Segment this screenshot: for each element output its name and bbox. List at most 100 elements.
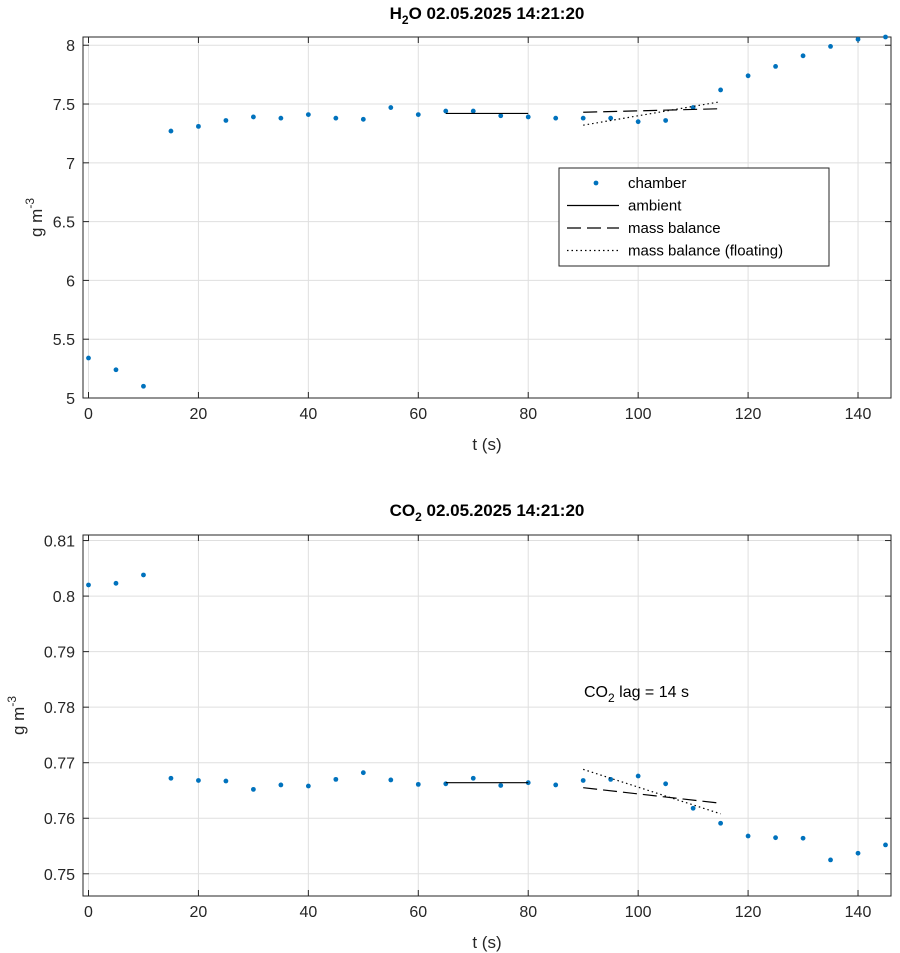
data-point xyxy=(333,115,339,121)
x-tick-label: 140 xyxy=(845,406,872,423)
series-mass-balance xyxy=(583,787,721,804)
data-point xyxy=(553,115,559,121)
data-point xyxy=(360,116,366,122)
chart-panel-h2o: 0 20 40 60 80 100 120 140 5 5.5 6 6.5 7 7.5 8 H2O 02.05… xyxy=(23,4,892,454)
data-point xyxy=(141,572,146,578)
data-point xyxy=(745,73,751,79)
series-chamber xyxy=(86,572,888,863)
x-tick-label: 100 xyxy=(625,904,652,921)
data-point xyxy=(553,782,559,788)
legend-entry: ambient xyxy=(628,198,682,215)
y-tick-label: 0.79 xyxy=(44,645,75,662)
x-tick-label: 40 xyxy=(299,904,317,921)
x-axis-label: t (s) xyxy=(472,933,501,952)
x-tick-label: 20 xyxy=(190,904,208,921)
data-point xyxy=(828,44,833,49)
chart-title: H2O 02.05.2025 14:21:20 xyxy=(390,4,585,27)
legend: chamber ambient mass balance mass balance (… xyxy=(558,167,830,267)
data-point xyxy=(443,108,449,114)
data-point xyxy=(663,781,669,787)
data-point xyxy=(250,786,256,792)
x-tick-label: 120 xyxy=(735,904,762,921)
data-point xyxy=(883,34,888,40)
data-point xyxy=(800,835,806,841)
lag-annotation: CO2 lag = 14 s xyxy=(584,684,689,705)
plot-frame xyxy=(82,534,892,897)
data-point xyxy=(250,114,256,120)
x-tick-label: 0 xyxy=(84,904,93,921)
y-tick-label: 6.5 xyxy=(53,215,75,232)
series-mass-balance-floating- xyxy=(583,101,721,126)
y-tick-label: 5 xyxy=(66,391,75,408)
data-point xyxy=(223,778,229,784)
data-point xyxy=(305,783,311,789)
y-tick-label: 6 xyxy=(66,273,75,290)
data-point xyxy=(113,580,119,586)
y-tick-label: 0.77 xyxy=(44,756,75,773)
data-point xyxy=(388,105,394,110)
data-point xyxy=(828,857,833,863)
data-point xyxy=(773,63,778,69)
data-point xyxy=(635,119,641,125)
data-point xyxy=(86,582,91,588)
series-chamber xyxy=(86,34,888,389)
x-tick-label: 140 xyxy=(845,904,872,921)
data-point xyxy=(196,778,201,783)
data-point xyxy=(498,783,504,788)
y-tick-label: 8 xyxy=(66,38,75,55)
y-tick-label: 5.5 xyxy=(53,332,75,349)
chart-title: CO2 02.05.2025 14:21:20 xyxy=(390,501,585,524)
y-tick-label: 7 xyxy=(66,156,75,173)
data-point xyxy=(580,115,586,121)
y-tick-label: 0.81 xyxy=(44,534,75,551)
data-point xyxy=(141,383,146,389)
series-line xyxy=(583,787,721,804)
data-point xyxy=(278,782,284,788)
y-tick-label: 7.5 xyxy=(53,97,75,114)
data-point xyxy=(113,367,119,373)
y-tick-label: 0.78 xyxy=(44,700,75,717)
legend-box xyxy=(558,167,830,267)
data-point xyxy=(635,773,641,779)
x-tick-label: 80 xyxy=(519,406,537,423)
data-point xyxy=(525,114,531,120)
data-point xyxy=(855,850,861,856)
x-tick-label: 40 xyxy=(299,406,317,423)
data-point xyxy=(745,833,751,839)
series-mass-balance-floating- xyxy=(583,768,721,815)
y-tick-label: 0.75 xyxy=(44,867,75,884)
data-point xyxy=(196,123,201,129)
legend-entry: mass balance (floating) xyxy=(628,243,783,260)
y-tick-label: 0.8 xyxy=(53,589,75,606)
x-axis-label: t (s) xyxy=(472,435,501,454)
data-point xyxy=(773,835,778,841)
y-axis-label: g m-3 xyxy=(23,198,46,237)
x-tick-label: 20 xyxy=(190,406,208,423)
y-tick-label: 0.76 xyxy=(44,811,75,828)
data-point xyxy=(608,115,614,121)
legend-marker xyxy=(593,180,599,186)
data-point xyxy=(168,128,174,134)
data-point xyxy=(86,355,91,361)
series-mass-balance xyxy=(583,108,721,113)
data-point xyxy=(883,842,888,848)
data-point xyxy=(718,820,724,826)
x-tick-label: 60 xyxy=(409,406,427,423)
data-point xyxy=(305,112,311,118)
y-axis-label: g m-3 xyxy=(5,696,28,735)
data-point xyxy=(718,87,724,93)
x-tick-label: 60 xyxy=(409,904,427,921)
data-point xyxy=(278,115,284,121)
legend-entry: chamber xyxy=(628,175,686,192)
data-point xyxy=(690,805,696,811)
series-line xyxy=(583,768,721,815)
data-point xyxy=(470,775,476,781)
data-point xyxy=(663,118,669,123)
grid xyxy=(83,535,891,896)
series-line xyxy=(583,108,721,113)
data-point xyxy=(415,781,421,787)
data-point xyxy=(388,777,394,783)
data-point xyxy=(223,118,229,123)
data-point xyxy=(333,776,339,782)
